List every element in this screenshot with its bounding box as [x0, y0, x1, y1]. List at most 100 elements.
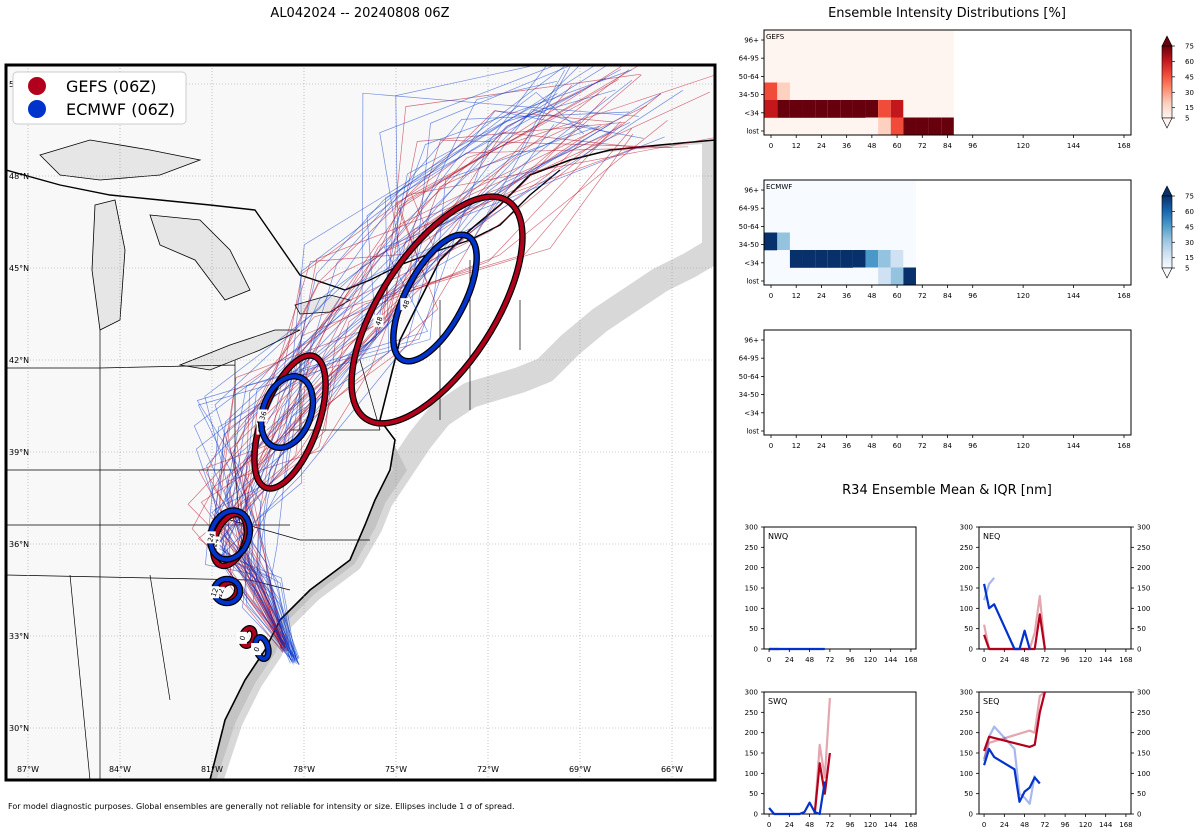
gefs-mean-line: [983, 613, 1046, 651]
x-tick-label: 12: [792, 292, 801, 300]
heatmap-cell: [764, 232, 778, 251]
y-tick-label-right: 300: [1137, 689, 1150, 697]
heatmap-cell: [890, 267, 904, 286]
ecmwf-ellipse-36h: [259, 374, 315, 450]
ellipse-label: 24: [206, 532, 217, 544]
y-tick-label: lost: [746, 428, 759, 436]
x-tick-label: 12: [792, 442, 801, 450]
ellipse-label-bg: [214, 586, 225, 599]
ecmwf-ellipse-48h: [391, 232, 479, 364]
r34-panel-neq: NEQ 0 24 48 72 96 120 144 168 0 0 50 50 100 100 150 150 2…: [960, 524, 1151, 665]
y-tick-label: 100: [745, 605, 758, 613]
y-tick-label: 96+: [744, 187, 759, 195]
x-tick-label: 120: [864, 656, 877, 664]
heatmap-cell: [915, 100, 929, 118]
x-tick-label: 48: [867, 142, 876, 150]
y-tick-label: 0: [969, 811, 973, 819]
r34-frame: [978, 526, 1132, 650]
x-tick-label: 60: [893, 142, 902, 150]
y-tick-label: 300: [745, 689, 758, 697]
x-tick-label: 60: [893, 442, 902, 450]
colorbar-tick-label: 45: [1185, 223, 1194, 231]
r34-panel-label: SEQ: [983, 697, 999, 706]
ecmwf-member-track: [263, 121, 631, 663]
x-tick-label: 0: [769, 442, 773, 450]
lon-labels: 87°W 84°W 81°W 78°W 75°W 72°W 69°W 66°W: [17, 765, 683, 774]
x-tick-label: 96: [968, 142, 977, 150]
x-tick-label: 168: [904, 656, 917, 664]
heatmap-cell: [865, 100, 879, 118]
lon-label: 81°W: [201, 765, 223, 774]
gefs-mean-line: [983, 691, 1046, 752]
x-tick-label: 24: [1000, 656, 1009, 664]
ecmwf-member-track: [249, 110, 644, 657]
heatmap-cell: [840, 250, 853, 268]
ecmwf-member-track: [196, 136, 665, 662]
x-tick-label: 96: [968, 442, 977, 450]
y-tick-label: 100: [960, 770, 973, 778]
x-tick-label: 24: [785, 656, 794, 664]
ellipse-label: 48: [374, 316, 385, 327]
heatmap-cell: [827, 250, 841, 268]
x-tick-label: 36: [842, 292, 851, 300]
ellipse-label-bg: [236, 631, 247, 644]
ellipse-label: 12: [210, 587, 221, 598]
x-tick-label: 72: [825, 821, 834, 829]
heatmap-panel-label: GEFS: [766, 33, 785, 41]
y-tick-label-right: 150: [1137, 750, 1150, 758]
y-tick-label-right: 200: [1137, 564, 1150, 572]
gefs-member-track: [228, 105, 648, 645]
colorbar-tick-label: 75: [1185, 43, 1194, 51]
y-tick-label: 150: [960, 585, 973, 593]
x-tick-label: 48: [867, 442, 876, 450]
r34-frame: [763, 691, 917, 815]
lon-label: 69°W: [569, 765, 591, 774]
colorbar-tick-label: 30: [1185, 89, 1194, 97]
heatmap-cell: [865, 117, 879, 136]
ellipse-label: 0: [238, 635, 247, 642]
x-tick-label: 96: [968, 292, 977, 300]
y-tick-label: 64-95: [739, 355, 759, 363]
heatmap-cell: [890, 100, 904, 118]
r34-frame: [763, 526, 917, 650]
heatmap-cell: [777, 82, 790, 101]
heatmap-cell: [815, 250, 828, 268]
ecmwf-member-track: [226, 65, 570, 659]
y-tick-label: <34: [744, 259, 759, 267]
heatmap-cell: [802, 250, 816, 268]
lon-label: 84°W: [109, 765, 131, 774]
x-tick-label: 0: [769, 142, 773, 150]
x-tick-label: 72: [918, 142, 927, 150]
heatmap-cell: [903, 267, 916, 286]
ecmwf-member-track: [209, 90, 683, 660]
gefs-iqr-line: [983, 691, 1046, 760]
colorbar-tick-label: 60: [1185, 58, 1194, 66]
heatmap-cell: [865, 250, 879, 268]
x-tick-label: 120: [1079, 821, 1092, 829]
ecmwf-member-track: [224, 65, 548, 664]
heatmap-cell: [865, 267, 879, 286]
x-tick-label: 168: [1119, 656, 1132, 664]
y-tick-label: 200: [960, 729, 973, 737]
heatmap-cell: [777, 100, 790, 118]
y-tick-label: 0: [754, 811, 758, 819]
heatmap-cell: [903, 250, 916, 268]
colorbar-tick-label: 5: [1185, 265, 1189, 273]
ellipse-label: 48: [401, 299, 412, 310]
ellipse-label-bg: [373, 314, 384, 327]
map-title: AL042024 -- 20240808 06Z: [270, 6, 449, 21]
x-tick-label: 120: [864, 821, 877, 829]
x-tick-label: 24: [817, 142, 826, 150]
y-tick-label: 250: [745, 709, 758, 717]
ecmwf-member-track: [240, 91, 579, 665]
lat-label: 42°N: [9, 356, 29, 365]
y-tick-label: 100: [960, 605, 973, 613]
x-tick-label: 0: [769, 292, 773, 300]
ellipse-label: 12: [215, 588, 226, 599]
gefs-colorbar: [1161, 35, 1173, 129]
ellipse-label-bg: [400, 298, 411, 311]
map-frame: [4, 63, 717, 782]
